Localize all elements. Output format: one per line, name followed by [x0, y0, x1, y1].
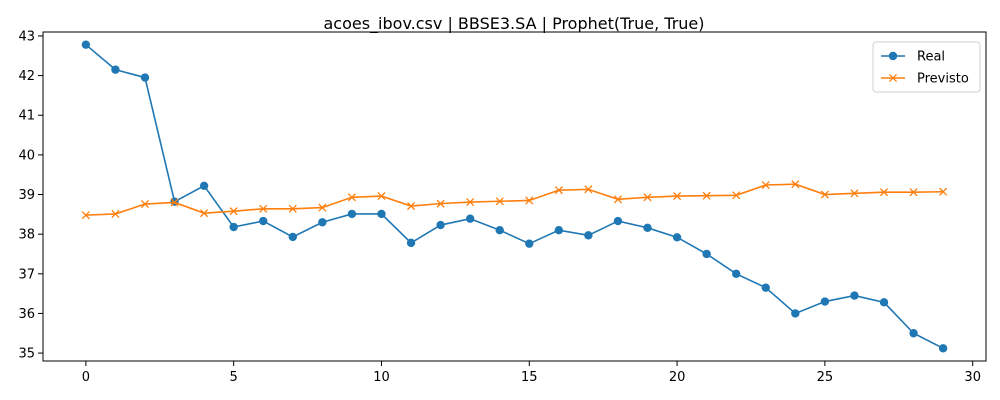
legend-label-real: Real — [917, 50, 945, 65]
data-point-previsto — [466, 197, 475, 207]
data-point-real — [259, 216, 268, 226]
data-point-real — [525, 239, 534, 248]
data-point-real — [406, 238, 416, 248]
x-tick-label: 10 — [373, 370, 390, 385]
data-point-real — [791, 309, 800, 318]
data-point-previsto — [613, 195, 623, 204]
data-point-previsto — [820, 190, 829, 199]
data-point-previsto — [525, 196, 534, 205]
data-point-previsto — [584, 185, 593, 194]
data-point-real — [702, 249, 711, 259]
data-point-real — [613, 216, 623, 226]
data-point-real — [584, 231, 593, 240]
data-point-real — [938, 344, 948, 353]
data-point-previsto — [318, 203, 327, 212]
data-point-previsto — [111, 209, 120, 219]
x-tick-label: 30 — [964, 370, 981, 385]
legend: Real Previsto — [872, 41, 981, 93]
series-line-real — [85, 44, 944, 350]
legend-marker-previsto — [888, 73, 898, 83]
data-point-previsto — [939, 187, 948, 196]
x-tick-label: 0 — [82, 370, 90, 385]
data-point-real — [140, 73, 150, 82]
y-tick-label: 38 — [18, 228, 35, 243]
data-point-previsto — [436, 199, 445, 208]
data-point-previsto — [288, 204, 297, 213]
series-line-previsto — [85, 183, 944, 216]
legend-label-previsto: Previsto — [917, 72, 969, 87]
data-point-real — [879, 298, 889, 307]
data-point-real — [909, 329, 918, 338]
data-point-previsto — [791, 180, 800, 189]
legend-marker-real — [888, 51, 898, 61]
x-tick-label: 20 — [669, 370, 686, 385]
data-point-previsto — [673, 192, 682, 201]
data-point-real — [377, 209, 386, 219]
data-point-previsto — [643, 193, 652, 202]
data-point-previsto — [170, 198, 179, 207]
data-point-previsto — [554, 186, 563, 195]
data-point-previsto — [259, 204, 268, 213]
data-point-real — [436, 220, 445, 230]
data-point-real — [347, 209, 357, 219]
data-point-previsto — [200, 209, 209, 218]
series-layer — [81, 40, 948, 353]
data-point-previsto — [377, 192, 386, 201]
legend-box — [872, 41, 981, 93]
data-point-previsto — [702, 191, 711, 200]
data-point-previsto — [879, 188, 889, 197]
y-tick-label: 40 — [18, 148, 35, 163]
data-point-real — [761, 283, 770, 292]
data-point-real — [229, 222, 238, 232]
data-point-previsto — [140, 199, 150, 209]
x-tick-label: 5 — [230, 370, 238, 385]
data-point-real — [643, 223, 652, 233]
y-tick-label: 39 — [18, 188, 35, 203]
data-point-real — [495, 225, 504, 235]
y-tick-label: 41 — [18, 109, 35, 124]
data-point-previsto — [229, 207, 238, 216]
data-point-real — [820, 297, 830, 306]
y-tick-label: 35 — [18, 347, 35, 362]
data-point-real — [199, 181, 209, 190]
data-point-real — [288, 232, 297, 242]
y-axis: 35 36 37 38 39 40 41 42 43 — [18, 29, 43, 362]
plot-frame — [42, 31, 987, 362]
data-point-previsto — [495, 197, 504, 206]
data-point-real — [672, 233, 682, 242]
data-point-real — [81, 40, 91, 49]
chart-title: acoes_ibov.csv | BBSE3.SA | Prophet(True… — [323, 14, 704, 34]
data-point-real — [318, 218, 327, 227]
data-point-previsto — [406, 201, 416, 211]
y-tick-label: 37 — [18, 267, 35, 282]
y-tick-label: 36 — [18, 307, 35, 322]
data-point-previsto — [347, 193, 356, 202]
x-tick-label: 15 — [521, 370, 538, 385]
data-point-previsto — [81, 211, 90, 220]
y-tick-label: 43 — [18, 29, 35, 44]
data-point-real — [554, 225, 564, 235]
y-tick-label: 42 — [18, 69, 35, 84]
data-point-previsto — [761, 180, 770, 190]
data-point-real — [850, 291, 859, 300]
data-point-real — [111, 65, 120, 74]
data-point-real — [732, 269, 741, 278]
data-point-previsto — [909, 188, 918, 197]
x-axis: 0 5 10 15 20 25 30 — [82, 361, 981, 385]
data-point-previsto — [850, 189, 859, 198]
data-point-real — [465, 214, 475, 223]
data-point-previsto — [732, 191, 741, 200]
x-tick-label: 25 — [817, 370, 834, 385]
